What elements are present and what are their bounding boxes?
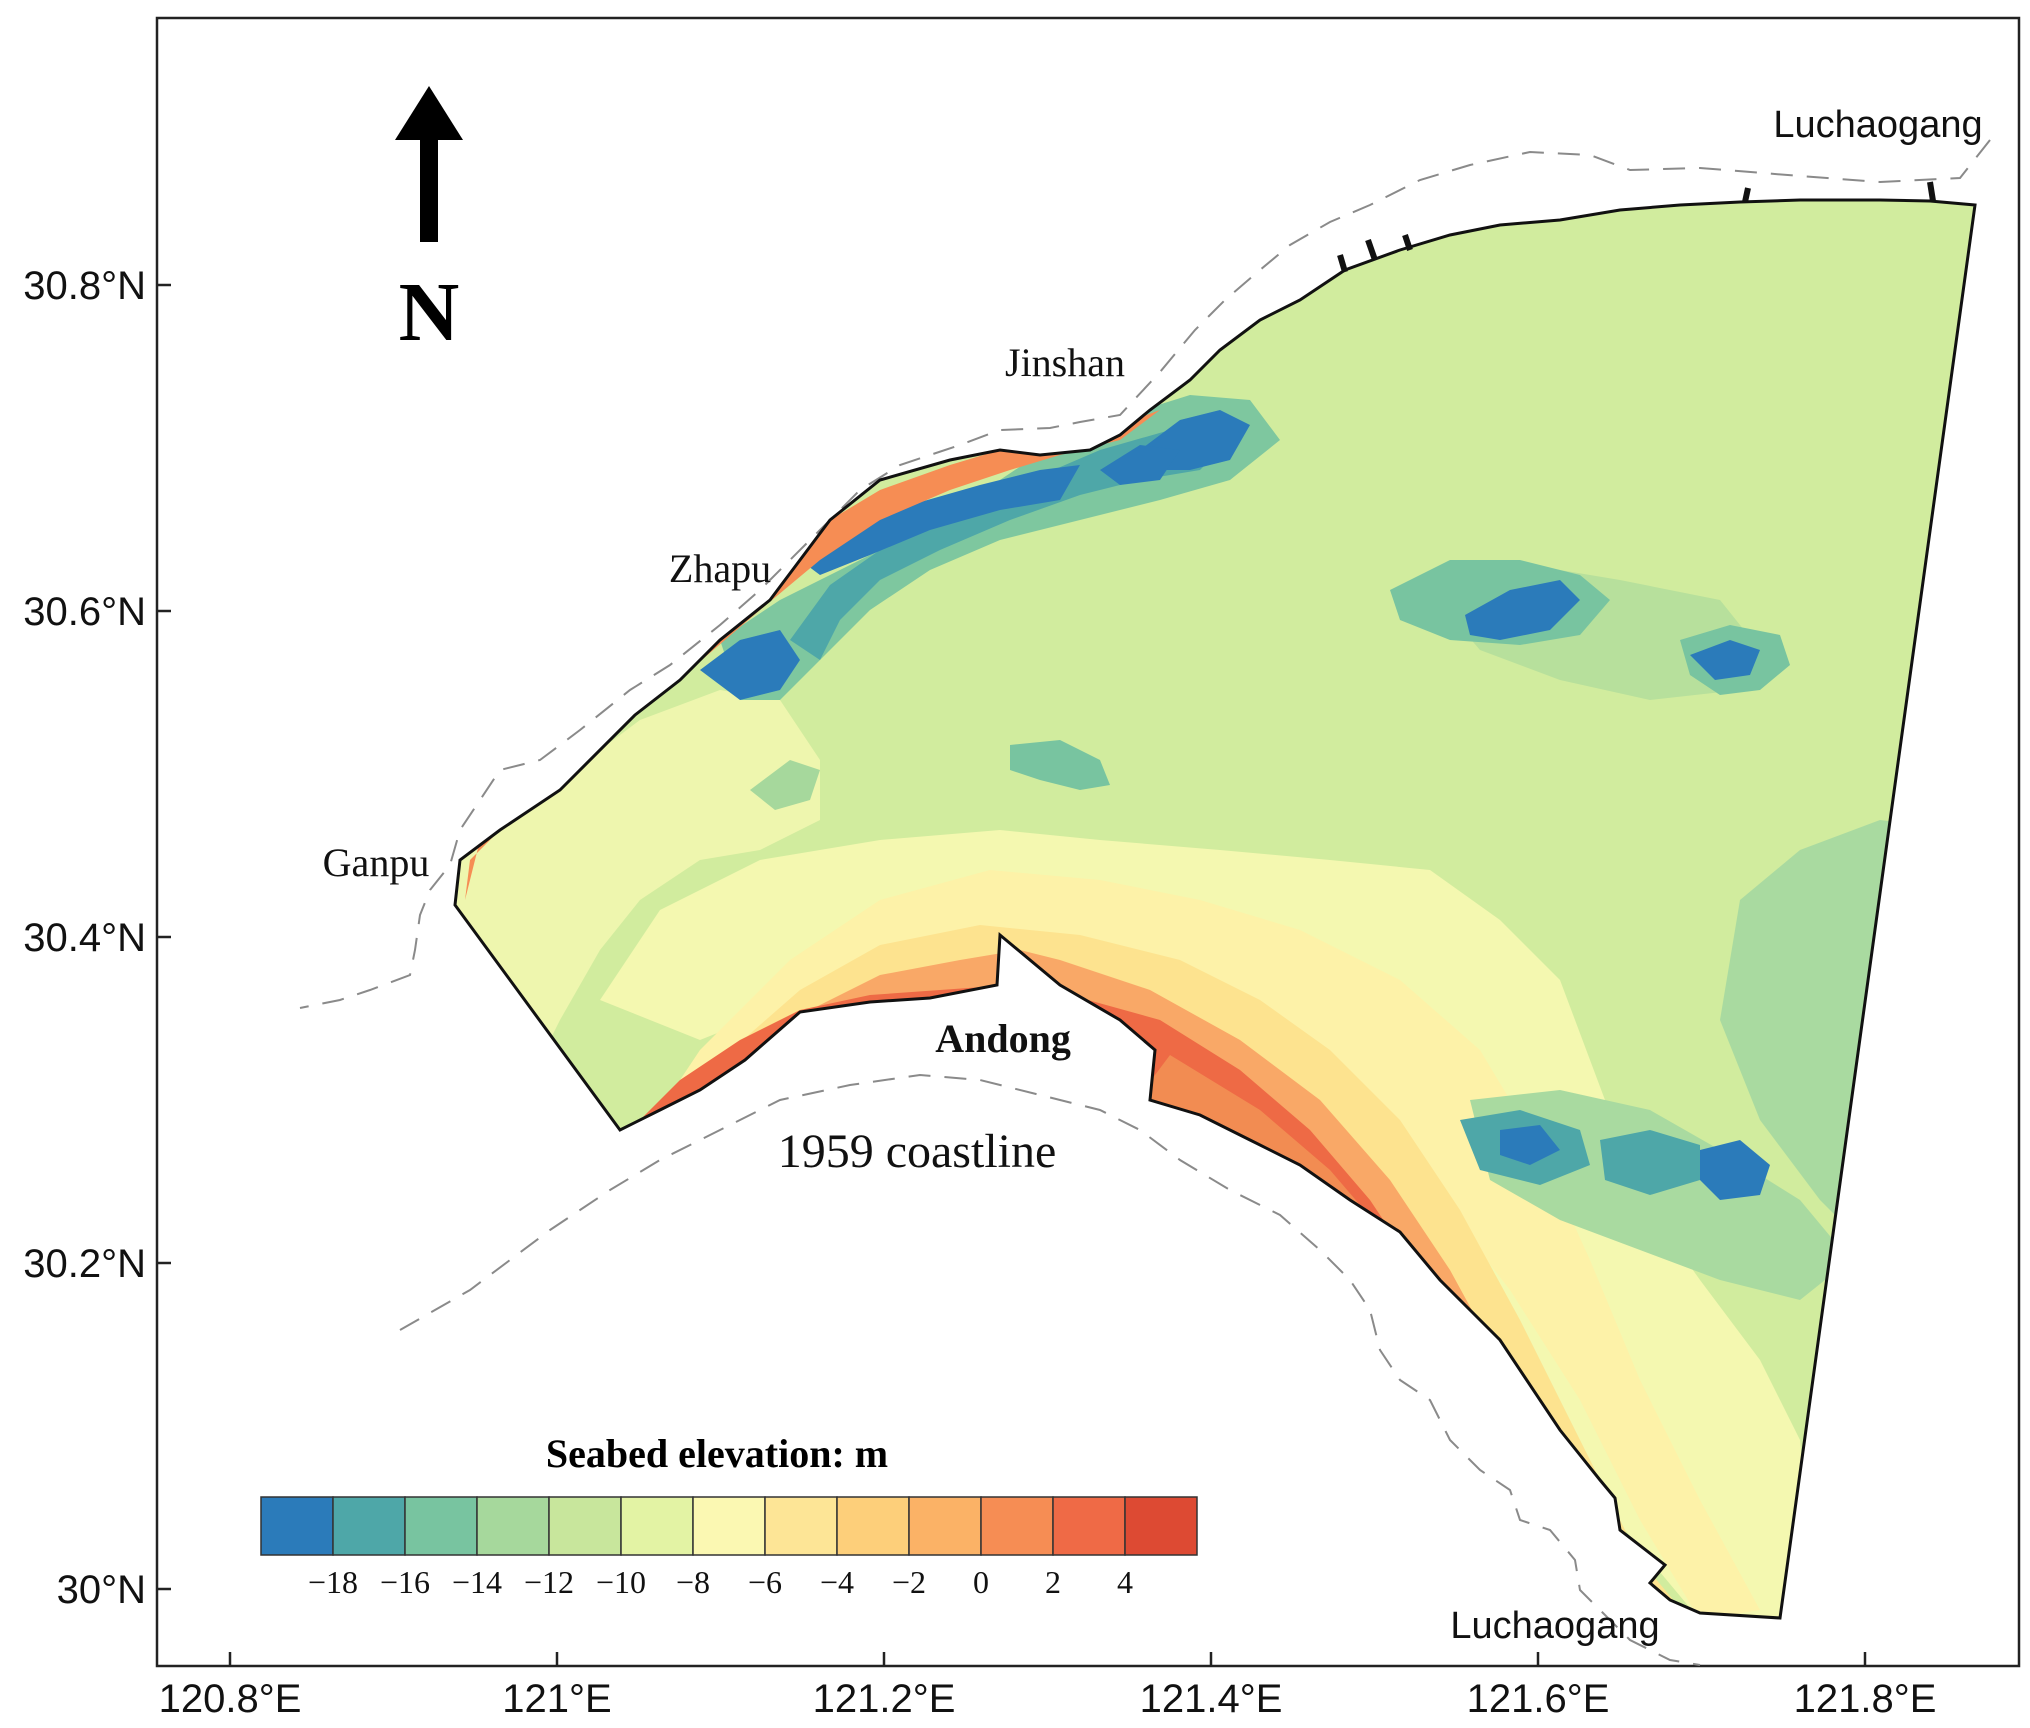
bathymetry-shoal-6: [1600, 1130, 1700, 1195]
x-tick-label: 121.8°E: [1794, 1677, 1937, 1721]
colorbar-swatch: [476, 1496, 550, 1556]
colorbar-swatch: [836, 1496, 910, 1556]
north-arrow-icon: [395, 86, 463, 242]
colorbar-swatch: [620, 1496, 694, 1556]
colorbar-title: Seabed elevation: m: [546, 1431, 888, 1476]
coastline-1959-dashed: [299, 139, 1991, 1666]
bathymetry-shoal-7: [1700, 1140, 1770, 1200]
y-tick-label: 30.6°N: [23, 590, 146, 634]
colorbar: [260, 1496, 1198, 1556]
y-tick-label: 30.8°N: [23, 264, 146, 308]
colorbar-tick-label: −8: [676, 1564, 710, 1600]
colorbar-swatch: [404, 1496, 478, 1556]
x-tick-label: 121°E: [502, 1677, 611, 1721]
colorbar-tick-label: −16: [380, 1564, 430, 1600]
x-tick-label: 120.8°E: [159, 1677, 302, 1721]
bathymetry-shallow-bay: [600, 830, 1810, 1618]
colorbar-tick-label: −2: [892, 1564, 926, 1600]
bathymetry-shoal-2: [1465, 580, 1580, 640]
place-label-andong: Andong: [935, 1016, 1071, 1061]
bathymetry-shoal-4: [1690, 640, 1760, 680]
place-label-ganpu: Ganpu: [323, 840, 430, 885]
colorbar-swatch: [692, 1496, 766, 1556]
bathymetry-shoal-10: [750, 760, 820, 810]
colorbar-tick-label: 0: [973, 1564, 989, 1600]
place-label-jinshan: Jinshan: [1005, 340, 1125, 385]
place-label-1959-coastline: 1959 coastline: [778, 1125, 1057, 1178]
y-axis-ticks: [157, 283, 171, 1591]
jetties: [1337, 181, 1936, 273]
north-label: N: [399, 266, 460, 359]
colorbar-tick-label: −6: [748, 1564, 782, 1600]
x-tick-label: 121.2°E: [813, 1677, 956, 1721]
place-label-zhapu: Zhapu: [669, 546, 771, 591]
place-label-luchaogang-south: Luchaogang: [1450, 1605, 1659, 1647]
colorbar-tick-label: −18: [308, 1564, 358, 1600]
x-tick-label: 121.6°E: [1467, 1677, 1610, 1721]
colorbar-swatch: [1124, 1496, 1198, 1556]
colorbar-tick-label: −12: [524, 1564, 574, 1600]
colorbar-swatch: [908, 1496, 982, 1556]
bathymetry-shoal-8: [1500, 1125, 1560, 1165]
bathymetry-deep-trough-4: [1100, 445, 1180, 485]
bathymetry-deep-trough-1: [700, 630, 800, 700]
colorbar-swatch: [1052, 1496, 1126, 1556]
colorbar-labels: −18 −16 −14 −12 −10 −8 −6 −4 −2 0 2 4: [308, 1564, 1133, 1600]
x-tick-label: 121.4°E: [1140, 1677, 1283, 1721]
colorbar-tick-label: 4: [1117, 1564, 1133, 1600]
plot-frame: [155, 16, 2021, 1668]
bathymetry-sandbar-1: [640, 870, 1760, 1618]
colorbar-swatch: [764, 1496, 838, 1556]
model-domain-boundary: [453, 198, 1977, 1620]
colorbar-swatch: [332, 1496, 406, 1556]
colorbar-tick-label: −4: [820, 1564, 854, 1600]
colorbar-tick-label: 2: [1045, 1564, 1061, 1600]
colorbar-tick-label: −14: [452, 1564, 502, 1600]
bathymetry-shoal-9: [1010, 740, 1110, 790]
y-tick-label: 30.2°N: [23, 1242, 146, 1286]
place-label-luchaogang-north: Luchaogang: [1773, 104, 1982, 146]
bathymetry-deep-trough-2: [800, 465, 1080, 575]
colorbar-swatch: [980, 1496, 1054, 1556]
x-axis-ticks: [228, 1652, 1867, 1666]
colorbar-tick-label: −10: [596, 1564, 646, 1600]
y-tick-label: 30°N: [57, 1568, 146, 1612]
colorbar-swatch: [260, 1496, 334, 1556]
y-tick-label: 30.4°N: [23, 916, 146, 960]
colorbar-swatch: [548, 1496, 622, 1556]
